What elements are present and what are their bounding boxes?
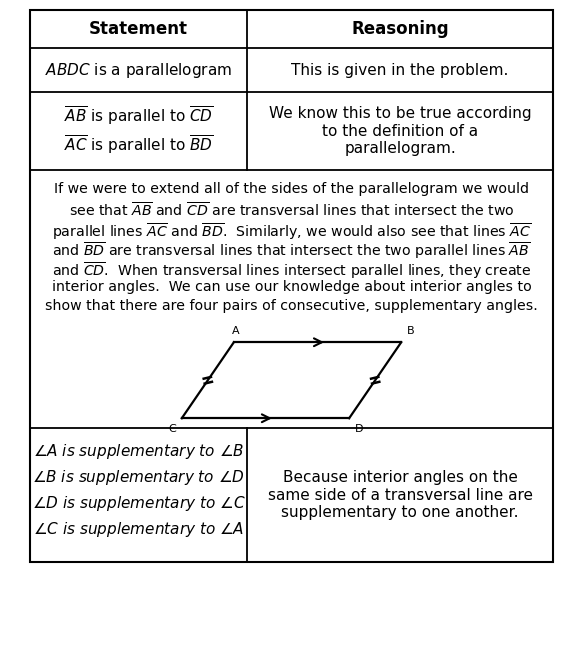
Text: B: B — [407, 326, 415, 336]
Text: $\angle C$ is supplementary to $\angle A$: $\angle C$ is supplementary to $\angle A… — [33, 520, 244, 539]
Text: This is given in the problem.: This is given in the problem. — [292, 62, 509, 77]
Text: C: C — [168, 424, 176, 434]
Text: Because interior angles on the
same side of a transversal line are
supplementary: Because interior angles on the same side… — [268, 470, 533, 520]
Text: $\angle B$ is supplementary to $\angle D$: $\angle B$ is supplementary to $\angle D… — [32, 468, 245, 487]
Text: parallel lines $\overline{AC}$ and $\overline{BD}$.  Similarly, we would also se: parallel lines $\overline{AC}$ and $\ove… — [52, 221, 531, 241]
Text: $\overline{AC}$ is parallel to $\overline{BD}$: $\overline{AC}$ is parallel to $\overlin… — [64, 134, 213, 157]
Text: show that there are four pairs of consecutive, supplementary angles.: show that there are four pairs of consec… — [45, 299, 538, 313]
Text: $\overline{AB}$ is parallel to $\overline{CD}$: $\overline{AB}$ is parallel to $\overlin… — [64, 104, 213, 127]
Text: and $\overline{BD}$ are transversal lines that intersect the two parallel lines : and $\overline{BD}$ are transversal line… — [52, 241, 531, 261]
Text: A: A — [232, 326, 240, 336]
Text: $\angle A$ is supplementary to $\angle B$: $\angle A$ is supplementary to $\angle B… — [33, 442, 244, 461]
Bar — [30, 10, 553, 562]
Text: If we were to extend all of the sides of the parallelogram we would: If we were to extend all of the sides of… — [54, 182, 529, 196]
Text: interior angles.  We can use our knowledge about interior angles to: interior angles. We can use our knowledg… — [52, 280, 531, 294]
Text: Reasoning: Reasoning — [352, 20, 449, 38]
Text: $\mathit{ABDC}$ is a parallelogram: $\mathit{ABDC}$ is a parallelogram — [45, 60, 232, 79]
Text: Statement: Statement — [89, 20, 188, 38]
Text: see that $\overline{AB}$ and $\overline{CD}$ are transversal lines that intersec: see that $\overline{AB}$ and $\overline{… — [69, 202, 514, 220]
Text: $\angle D$ is supplementary to $\angle C$: $\angle D$ is supplementary to $\angle C… — [31, 494, 245, 513]
Text: D: D — [354, 424, 363, 434]
Text: and $\overline{CD}$.  When transversal lines intersect parallel lines, they crea: and $\overline{CD}$. When transversal li… — [52, 260, 531, 280]
Text: We know this to be true according
to the definition of a
parallelogram.: We know this to be true according to the… — [269, 106, 532, 156]
